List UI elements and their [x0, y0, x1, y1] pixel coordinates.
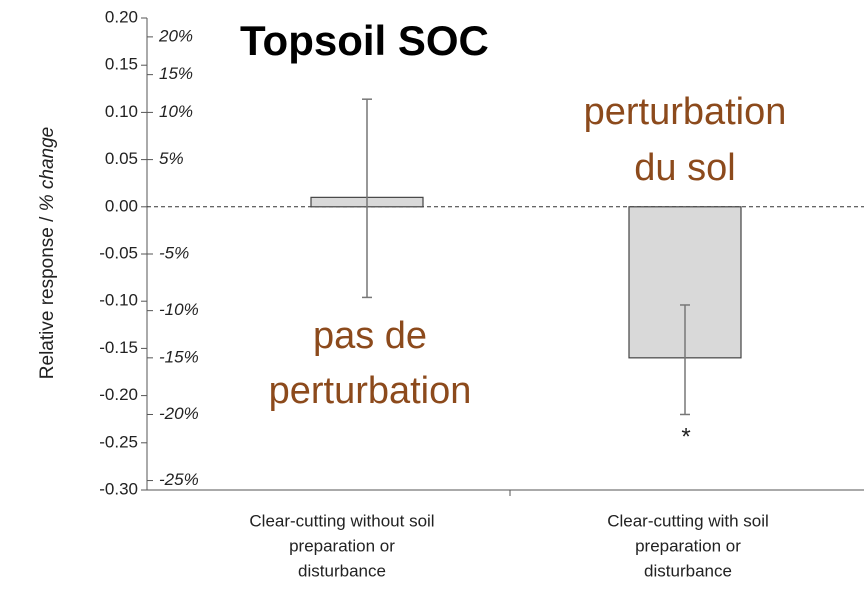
y-tick-label: -0.05 [99, 243, 138, 262]
x-tick-label: Clear-cutting without soil [249, 511, 434, 530]
annotation: perturbation [584, 91, 787, 133]
x-tick-label: disturbance [298, 561, 386, 580]
y-tick-label: 0.20 [105, 7, 138, 26]
y-tick-label: 0.05 [105, 149, 138, 168]
annotation: perturbation [269, 370, 472, 412]
y-axis-label: Relative response / % change [37, 127, 58, 379]
y-tick-label: 0.10 [105, 102, 138, 121]
y-axis-label-part: % change [37, 127, 58, 212]
y-tick-label: 0.00 [105, 196, 138, 215]
y2-tick-label: -5% [159, 243, 189, 262]
annotation: pas de [313, 315, 427, 357]
chart-title: Topsoil SOC [240, 17, 489, 64]
y2-tick-label: -25% [159, 470, 199, 489]
y2-tick-label: -15% [159, 347, 199, 366]
y-tick-label: 0.15 [105, 55, 138, 74]
y2-tick-label: 20% [158, 26, 193, 45]
y2-tick-label: 10% [159, 102, 193, 121]
error-bar [362, 98, 372, 299]
y-tick-label: -0.10 [99, 291, 138, 310]
y2-tick-label: -20% [159, 404, 199, 423]
x-tick-label: disturbance [644, 561, 732, 580]
y2-tick-label: -10% [159, 300, 199, 319]
significance-mark: * [681, 423, 690, 450]
y-tick-label: -0.20 [99, 385, 138, 404]
y-axis-label-part: Relative response / [37, 211, 58, 379]
y-tick-label: -0.25 [99, 432, 138, 451]
y-tick-label: -0.15 [99, 338, 138, 357]
x-tick-label: preparation or [635, 536, 741, 555]
error-bar [680, 304, 690, 416]
y-tick-label: -0.30 [99, 479, 138, 498]
annotation: du sol [634, 147, 735, 189]
x-tick-label: preparation or [289, 536, 395, 555]
y2-tick-label: 5% [159, 149, 184, 168]
y2-tick-label: 15% [159, 64, 193, 83]
x-tick-label: Clear-cutting with soil [607, 511, 769, 530]
